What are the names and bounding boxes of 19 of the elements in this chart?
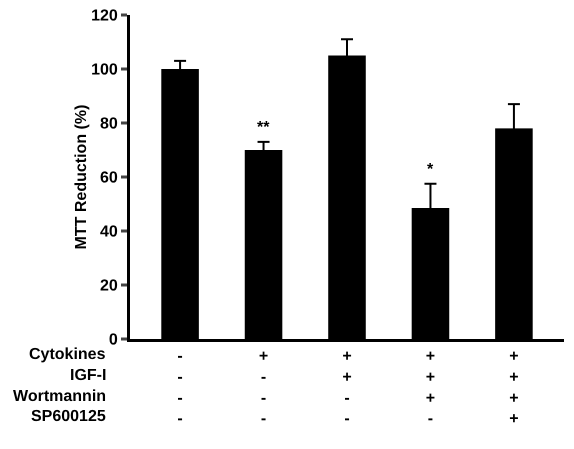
text: IGF-I — [70, 367, 106, 384]
x-tick-label: - - - - — [177, 348, 183, 428]
y-tick-label: 20 — [100, 278, 118, 295]
text: Wortmannin — [13, 388, 106, 405]
y-tick-label: 80 — [100, 116, 118, 133]
annotation: ** — [257, 119, 270, 136]
y-tick-label: 0 — [108, 332, 118, 349]
x-tick-label: + - - - — [258, 348, 268, 428]
y-axis-title: MTT Reduction (%) — [73, 104, 90, 250]
y-tick-label: 60 — [100, 170, 118, 187]
x-tick-label: + + + + — [509, 348, 519, 428]
annotation: * — [427, 161, 434, 178]
text: Cytokines — [29, 346, 106, 363]
y-tick-label: 100 — [91, 62, 118, 79]
y-tick-label: 120 — [91, 8, 118, 25]
text: SP600125 — [31, 408, 106, 425]
y-tick-label: 40 — [100, 224, 118, 241]
x-tick-label: + + + - — [426, 348, 436, 428]
x-tick-label: + + - - — [342, 348, 352, 428]
